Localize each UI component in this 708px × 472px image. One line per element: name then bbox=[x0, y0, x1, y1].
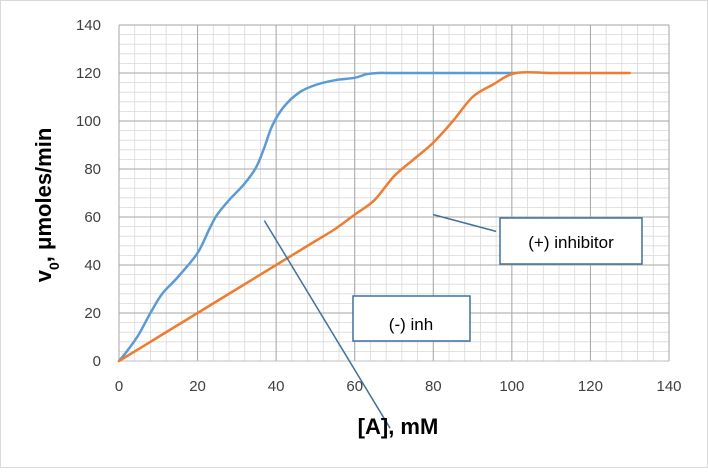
x-tick-label: 60 bbox=[346, 378, 363, 395]
x-tick-label: 40 bbox=[268, 378, 285, 395]
tick-labels: 0 20 40 60 80 100 120 140 0 20 40 60 80 100 120 140 bbox=[76, 17, 682, 395]
x-tick-label: 0 bbox=[115, 378, 123, 395]
y-tick-label: 60 bbox=[84, 209, 101, 226]
x-tick-label: 80 bbox=[425, 378, 442, 395]
series-line-2 bbox=[117, 70, 631, 363]
annotations: (-) inh (+) inhibitor bbox=[263, 213, 643, 429]
callout-2: (+) inhibitor bbox=[433, 213, 643, 265]
x-tick-label: 120 bbox=[578, 378, 603, 395]
callout-label: (+) inhibitor bbox=[528, 233, 614, 252]
y-axis-title-rest: , μmoles/min bbox=[31, 128, 56, 263]
series bbox=[117, 70, 631, 363]
y-tick-label: 80 bbox=[84, 161, 101, 178]
callout-label: (-) inh bbox=[389, 315, 433, 334]
y-axis-title-main: v bbox=[31, 269, 56, 282]
x-tick-label: 20 bbox=[189, 378, 206, 395]
x-tick-label: 100 bbox=[499, 378, 524, 395]
y-tick-label: 20 bbox=[84, 305, 101, 322]
y-tick-label: 120 bbox=[76, 65, 101, 82]
y-tick-label: 140 bbox=[76, 17, 101, 34]
y-axis-title-subscript: 0 bbox=[46, 262, 62, 270]
y-tick-label: 40 bbox=[84, 257, 101, 274]
x-axis-title: [A], mM bbox=[358, 414, 439, 439]
callout-leader-line bbox=[433, 213, 497, 233]
x-tick-label: 140 bbox=[656, 378, 681, 395]
callout-box bbox=[499, 217, 643, 265]
callout-1: (-) inh bbox=[263, 220, 471, 429]
y-tick-label: 100 bbox=[76, 113, 101, 130]
series-line-1 bbox=[117, 71, 518, 363]
callout-box bbox=[352, 295, 471, 342]
y-tick-label: 0 bbox=[93, 353, 101, 370]
y-axis-title: v0, μmoles/min bbox=[31, 128, 62, 283]
callout-leader-line bbox=[263, 220, 391, 429]
